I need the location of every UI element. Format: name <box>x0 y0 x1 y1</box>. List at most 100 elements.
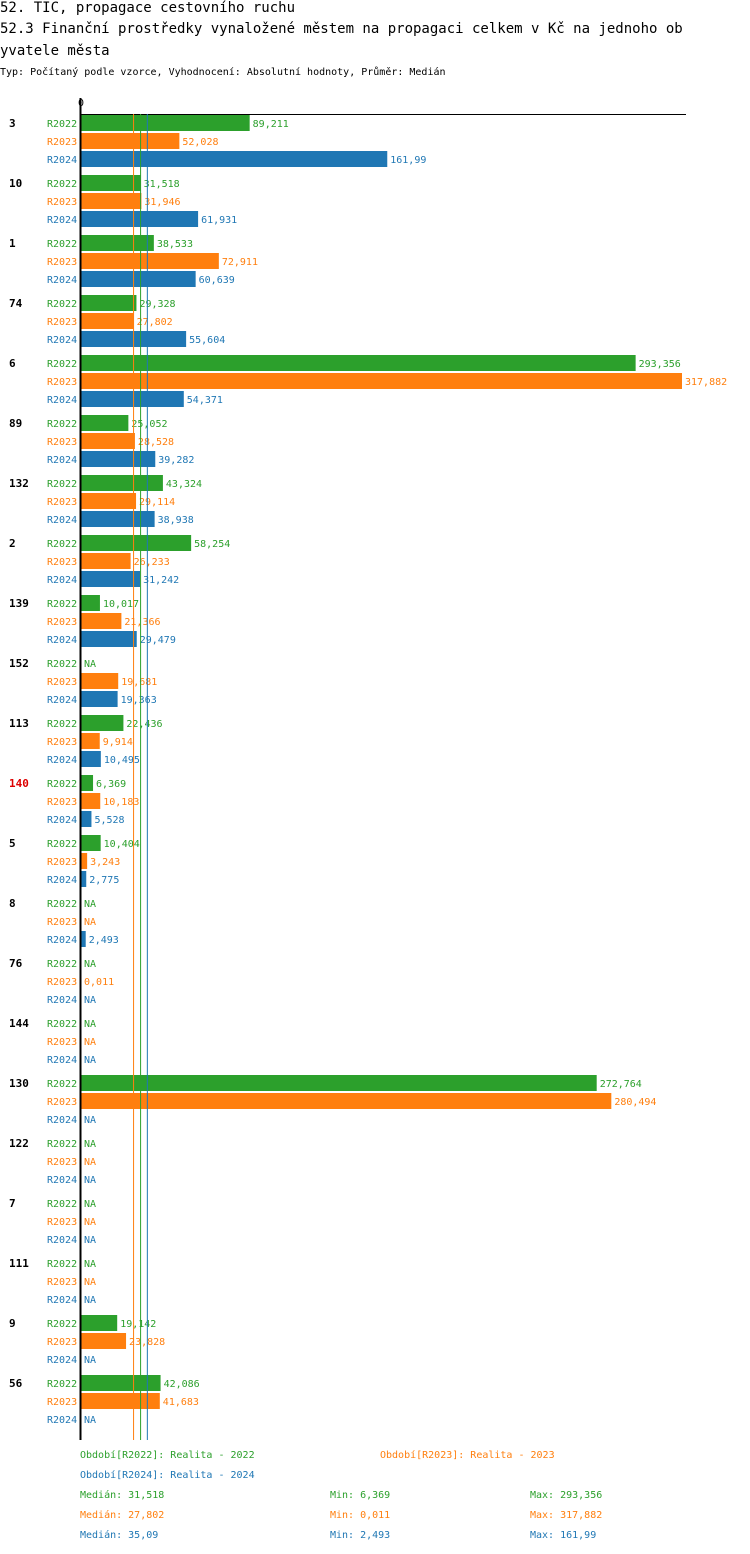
value-label-9-r2024: NA <box>84 1355 96 1366</box>
series-label-8-r2023: R2023 <box>47 917 77 928</box>
value-label-1-r2024: 60,639 <box>199 275 235 286</box>
bar-132-r2024 <box>81 511 155 527</box>
value-label-6-r2022: 293,356 <box>639 359 681 370</box>
series-label-10-r2022: R2022 <box>47 179 77 190</box>
series-label-8-r2024: R2024 <box>47 935 77 946</box>
stat-max-r2024: Max: 161,99 <box>530 1530 597 1541</box>
bar-2-r2022 <box>81 535 192 551</box>
series-label-130-r2023: R2023 <box>47 1097 77 1108</box>
bar-1-r2023 <box>81 253 219 269</box>
value-label-5-r2024: 2,775 <box>89 875 119 886</box>
series-label-1-r2022: R2022 <box>47 239 77 250</box>
value-label-152-r2022: NA <box>84 659 96 670</box>
series-label-56-r2022: R2022 <box>47 1379 77 1390</box>
series-label-2-r2022: R2022 <box>47 539 77 550</box>
value-label-130-r2022: 272,764 <box>600 1079 642 1090</box>
value-label-7-r2024: NA <box>84 1235 96 1246</box>
series-label-140-r2022: R2022 <box>47 779 77 790</box>
series-label-152-r2024: R2024 <box>47 695 77 706</box>
series-label-132-r2023: R2023 <box>47 497 77 508</box>
value-label-56-r2022: 42,086 <box>164 1379 200 1390</box>
chart-title: 52. TIC, propagace cestovního ruchu <box>0 0 296 16</box>
bar-10-r2024 <box>81 211 199 227</box>
chart-subtitle-line1: 52.3 Finanční prostředky vynaložené měst… <box>0 21 683 37</box>
value-label-1-r2022: 38,533 <box>157 239 193 250</box>
series-label-76-r2024: R2024 <box>47 995 77 1006</box>
series-label-152-r2022: R2022 <box>47 659 77 670</box>
series-label-1-r2024: R2024 <box>47 275 77 286</box>
series-label-144-r2022: R2022 <box>47 1019 77 1030</box>
bar-56-r2023 <box>81 1393 160 1409</box>
series-label-2-r2024: R2024 <box>47 575 77 586</box>
value-label-3-r2023: 52,028 <box>182 137 218 148</box>
series-label-7-r2024: R2024 <box>47 1235 77 1246</box>
value-label-76-r2022: NA <box>84 959 96 970</box>
series-label-10-r2024: R2024 <box>47 215 77 226</box>
series-label-5-r2024: R2024 <box>47 875 77 886</box>
bar-132-r2023 <box>81 493 137 509</box>
series-label-74-r2022: R2022 <box>47 299 77 310</box>
series-label-1-r2023: R2023 <box>47 257 77 268</box>
chart-type-description: Typ: Počítaný podle vzorce, Vyhodnocení:… <box>0 67 446 78</box>
bar-152-r2024 <box>81 691 118 707</box>
series-label-76-r2023: R2023 <box>47 977 77 988</box>
value-label-9-r2022: 19,142 <box>120 1319 156 1330</box>
value-label-89-r2023: 28,528 <box>138 437 174 448</box>
value-label-111-r2022: NA <box>84 1259 96 1270</box>
value-label-122-r2024: NA <box>84 1175 96 1186</box>
bar-139-r2023 <box>81 613 122 629</box>
category-label-5: 5 <box>9 837 16 850</box>
series-label-122-r2024: R2024 <box>47 1175 77 1186</box>
value-label-8-r2024: 2,493 <box>89 935 119 946</box>
stat-max-r2022: Max: 293,356 <box>530 1490 603 1501</box>
value-label-140-r2023: 10,183 <box>103 797 139 808</box>
series-label-139-r2024: R2024 <box>47 635 77 646</box>
series-label-111-r2023: R2023 <box>47 1277 77 1288</box>
value-label-132-r2024: 38,938 <box>158 515 194 526</box>
bar-56-r2022 <box>81 1375 161 1391</box>
category-label-74: 74 <box>9 297 23 310</box>
value-label-113-r2023: 9,914 <box>103 737 133 748</box>
series-label-3-r2024: R2024 <box>47 155 77 166</box>
category-label-122: 122 <box>9 1137 29 1150</box>
bar-1-r2024 <box>81 271 196 287</box>
value-label-113-r2024: 10,495 <box>104 755 140 766</box>
bar-2-r2024 <box>81 571 141 587</box>
value-label-132-r2023: 29,114 <box>139 497 175 508</box>
series-label-140-r2023: R2023 <box>47 797 77 808</box>
value-label-8-r2022: NA <box>84 899 96 910</box>
bar-2-r2023 <box>81 553 131 569</box>
series-label-5-r2022: R2022 <box>47 839 77 850</box>
series-label-152-r2023: R2023 <box>47 677 77 688</box>
bar-5-r2023 <box>81 853 88 869</box>
series-label-8-r2022: R2022 <box>47 899 77 910</box>
value-label-144-r2023: NA <box>84 1037 96 1048</box>
bar-89-r2022 <box>81 415 129 431</box>
value-label-144-r2022: NA <box>84 1019 96 1030</box>
value-label-6-r2024: 54,371 <box>187 395 223 406</box>
bar-6-r2024 <box>81 391 184 407</box>
bar-152-r2023 <box>81 673 119 689</box>
series-label-144-r2024: R2024 <box>47 1055 77 1066</box>
value-label-74-r2023: 27,802 <box>137 317 173 328</box>
value-label-6-r2023: 317,882 <box>685 377 727 388</box>
bar-chart: 03R202289,211R202352,028R2024161,9910R20… <box>9 98 727 1440</box>
value-label-7-r2023: NA <box>84 1217 96 1228</box>
bar-130-r2022 <box>81 1075 597 1091</box>
stat-median-r2023: Medián: 27,802 <box>80 1510 165 1521</box>
category-label-111: 111 <box>9 1257 29 1270</box>
value-label-111-r2023: NA <box>84 1277 96 1288</box>
value-label-132-r2022: 43,324 <box>166 479 202 490</box>
bar-139-r2022 <box>81 595 100 611</box>
value-label-152-r2024: 19,363 <box>121 695 157 706</box>
bar-9-r2023 <box>81 1333 127 1349</box>
value-label-56-r2024: NA <box>84 1415 96 1426</box>
series-label-89-r2023: R2023 <box>47 437 77 448</box>
bar-8-r2024 <box>81 931 86 947</box>
bar-3-r2023 <box>81 133 180 149</box>
category-label-89: 89 <box>9 417 22 430</box>
value-label-122-r2023: NA <box>84 1157 96 1168</box>
bar-1-r2022 <box>81 235 154 251</box>
value-label-10-r2022: 31,518 <box>144 179 180 190</box>
series-label-5-r2023: R2023 <box>47 857 77 868</box>
